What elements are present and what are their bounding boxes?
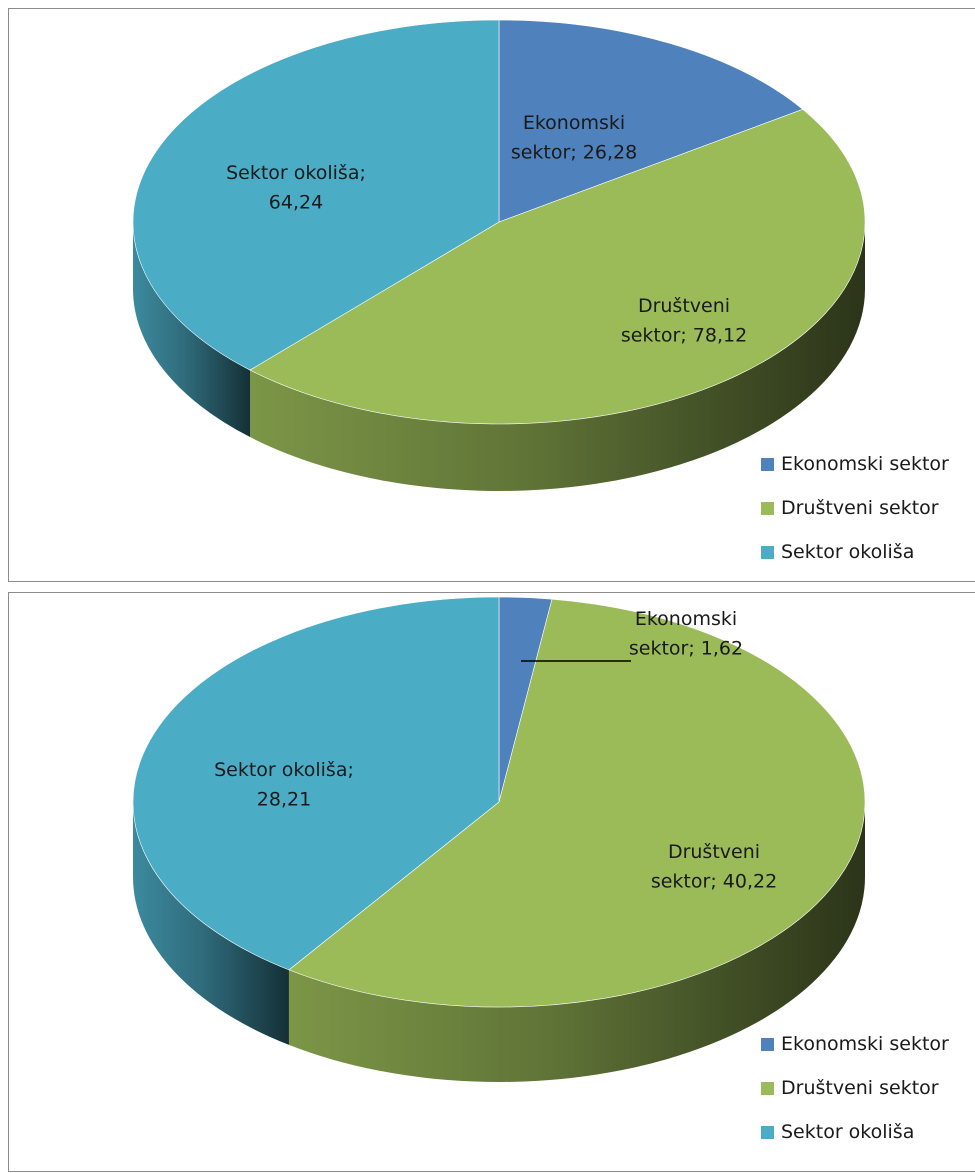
data-label-okolisa: Sektor okoliša; 64,24: [226, 162, 366, 213]
pie-sides: [133, 802, 866, 1082]
legend-item-okolisa: Sektor okoliša: [761, 1110, 949, 1154]
pie-side-drustveni: [288, 802, 866, 1082]
data-label-line: Društveni: [638, 295, 730, 317]
legend-label-ekonomski: Ekonomski sektor: [781, 453, 949, 475]
legend-item-drustveni: Društveni sektor: [761, 486, 949, 530]
pie-chart-2: Ekonomski sektor; 1,62 Društveni sektor; 40…: [8, 592, 975, 1172]
pie-chart-1: Ekonomski sektor; 26,28 Društveni sektor; 7…: [8, 8, 975, 582]
legend-swatch-okolisa: [761, 545, 774, 559]
data-label-okolisa: Sektor okoliša; 28,21: [214, 759, 354, 810]
data-label-line: Društveni: [668, 841, 760, 863]
legend-swatch-drustveni: [761, 501, 774, 515]
data-label-line: sektor; 1,62: [629, 637, 743, 659]
data-label-line: 64,24: [269, 191, 323, 213]
data-label-drustveni: Društveni sektor; 40,22: [651, 841, 777, 892]
data-label-line: Sektor okoliša;: [214, 759, 354, 781]
data-label-line: Ekonomski: [523, 112, 625, 134]
data-label-line: 28,21: [257, 788, 311, 810]
legend-1: Ekonomski sektor Društveni sektor Sektor…: [761, 442, 949, 574]
pie-slice-drustveni: [288, 598, 866, 1008]
legend-item-ekonomski: Ekonomski sektor: [761, 442, 949, 486]
pie-slices: [132, 596, 866, 1008]
data-label-line: sektor; 78,12: [621, 324, 747, 346]
legend-2: Ekonomski sektor Društveni sektor Sektor…: [761, 1022, 949, 1154]
data-labels: Ekonomski sektor; 1,62 Društveni sektor; 40…: [214, 608, 777, 892]
data-label-line: sektor; 26,28: [511, 141, 637, 163]
data-label-ekonomski: Ekonomski sektor; 26,28: [511, 112, 637, 163]
data-label-line: Ekonomski: [635, 608, 737, 630]
data-label-drustveni: Društveni sektor; 78,12: [621, 295, 747, 346]
legend-swatch-ekonomski: [761, 1037, 774, 1051]
pie-side-okolisa: [133, 222, 251, 438]
legend-swatch-okolisa: [761, 1125, 774, 1139]
legend-swatch-ekonomski: [761, 457, 774, 471]
data-label-line: Sektor okoliša;: [226, 162, 366, 184]
legend-label-drustveni: Društveni sektor: [781, 1077, 939, 1099]
data-label-line: sektor; 40,22: [651, 870, 777, 892]
pie-sides: [133, 222, 866, 491]
legend-label-ekonomski: Ekonomski sektor: [781, 1033, 949, 1055]
legend-swatch-drustveni: [761, 1081, 774, 1095]
data-label-ekonomski: Ekonomski sektor; 1,62: [629, 608, 743, 659]
pie-side-okolisa: [133, 802, 289, 1045]
legend-label-okolisa: Sektor okoliša: [781, 1121, 915, 1143]
pie-slice-drustveni: [249, 108, 866, 425]
pie-side-drustveni: [250, 222, 866, 491]
legend-label-okolisa: Sektor okoliša: [781, 541, 915, 563]
legend-item-ekonomski: Ekonomski sektor: [761, 1022, 949, 1066]
data-labels: Ekonomski sektor; 26,28 Društveni sektor; 7…: [226, 112, 747, 346]
pie-chart-2-plot: Ekonomski sektor; 1,62 Društveni sektor; 40…: [132, 596, 866, 1082]
pie-slice-ekonomski: [498, 19, 804, 223]
pie-slices: [132, 19, 866, 425]
pie-chart-1-plot: Ekonomski sektor; 26,28 Društveni sektor; 7…: [132, 19, 866, 491]
pie-slice-okolisa: [132, 596, 500, 971]
pie-slice-okolisa: [132, 19, 500, 371]
legend-item-okolisa: Sektor okoliša: [761, 530, 949, 574]
legend-item-drustveni: Društveni sektor: [761, 1066, 949, 1110]
legend-label-drustveni: Društveni sektor: [781, 497, 939, 519]
